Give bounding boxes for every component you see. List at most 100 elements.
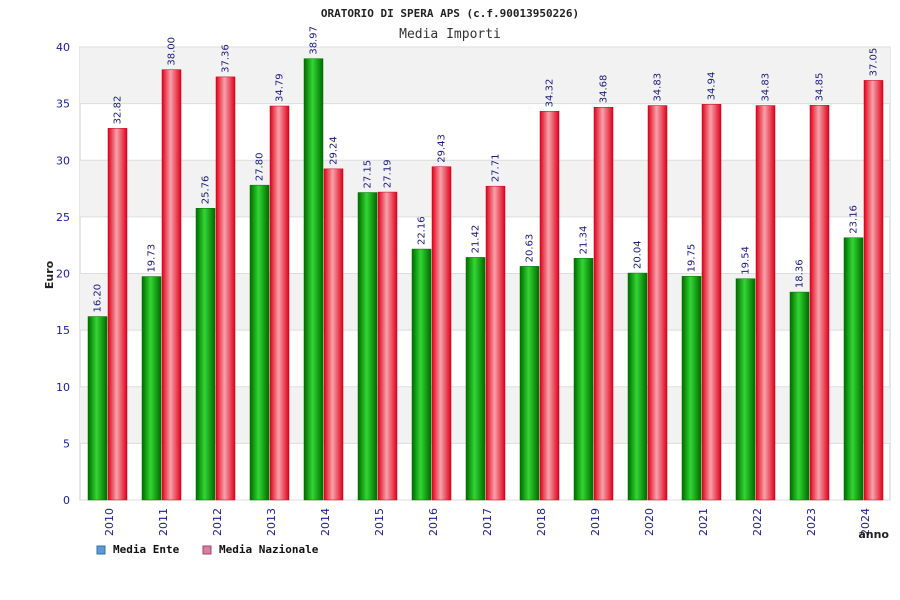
y-tick-label: 30 <box>56 154 70 167</box>
bar-media-ente <box>195 208 216 501</box>
bar-media-nazionale <box>755 105 776 501</box>
value-label-nazionale: 34.83 <box>653 73 664 102</box>
value-label-ente: 27.80 <box>255 153 266 182</box>
value-label-nazionale: 27.71 <box>491 154 502 183</box>
value-label-nazionale: 34.85 <box>815 73 826 102</box>
x-tick-label: 2021 <box>697 508 710 536</box>
value-label-nazionale: 29.24 <box>329 136 340 165</box>
bar-media-ente <box>357 192 378 501</box>
bar-media-ente <box>681 276 702 501</box>
y-tick-label: 40 <box>56 41 70 54</box>
value-label-ente: 27.15 <box>363 160 374 189</box>
legend-label-nazionale: Media Nazionale <box>219 543 319 556</box>
bar-media-nazionale <box>269 105 290 501</box>
x-tick-label: 2023 <box>805 508 818 536</box>
plot-band <box>80 47 890 104</box>
x-tick-label: 2019 <box>589 508 602 536</box>
value-labels-group: 16.20 32.82 19.73 38.00 25.76 37.36 27.80 34.79… <box>93 26 880 313</box>
y-tick-label: 15 <box>56 324 70 337</box>
y-tick-label: 25 <box>56 211 70 224</box>
value-label-ente: 18.36 <box>795 259 806 288</box>
value-label-ente: 38.97 <box>309 26 320 55</box>
bar-media-nazionale <box>539 111 560 501</box>
value-label-nazionale: 34.32 <box>545 79 556 108</box>
chart-subtitle: Media Importi <box>399 27 501 42</box>
bar-media-ente <box>465 257 486 501</box>
x-tick-label: 2011 <box>157 508 170 536</box>
y-tick-label: 35 <box>56 98 70 111</box>
x-tick-label: 2012 <box>211 508 224 536</box>
bar-media-nazionale <box>215 76 236 501</box>
x-tick-label: 2013 <box>265 508 278 536</box>
x-tick-label: 2018 <box>535 508 548 536</box>
bar-media-ente <box>627 272 648 501</box>
bars-group <box>87 58 884 501</box>
bar-media-ente <box>141 276 162 501</box>
bar-media-nazionale <box>647 105 668 501</box>
bar-media-ente <box>87 316 108 501</box>
y-tick-label: 5 <box>63 437 70 450</box>
bar-media-nazionale <box>701 104 722 501</box>
x-tick-label: 2016 <box>427 508 440 536</box>
value-label-ente: 20.63 <box>525 234 536 263</box>
x-tick-label: 2014 <box>319 508 332 536</box>
bar-media-nazionale <box>107 128 128 501</box>
bar-media-nazionale <box>377 191 398 501</box>
value-label-ente: 19.75 <box>687 244 698 273</box>
value-label-ente: 21.42 <box>471 225 482 254</box>
value-label-ente: 19.73 <box>147 244 158 273</box>
bar-media-nazionale <box>431 166 452 501</box>
value-label-nazionale: 29.43 <box>437 134 448 163</box>
bar-media-nazionale <box>863 80 884 501</box>
bar-media-ente <box>573 258 594 501</box>
value-label-ente: 23.16 <box>849 205 860 234</box>
x-tick-label: 2015 <box>373 508 386 536</box>
value-label-ente: 22.16 <box>417 216 428 245</box>
bar-media-ente <box>843 237 864 501</box>
x-tick-label: 2010 <box>103 508 116 536</box>
y-tick-label: 10 <box>56 381 70 394</box>
value-label-nazionale: 34.79 <box>275 73 286 102</box>
value-label-nazionale: 37.05 <box>869 48 880 77</box>
x-tick-label: 2017 <box>481 508 494 536</box>
value-label-nazionale: 37.36 <box>221 44 232 73</box>
bar-media-nazionale <box>161 69 182 501</box>
bar-media-nazionale <box>323 168 344 501</box>
legend-swatch-ente <box>96 545 106 555</box>
x-tick-label: 2022 <box>751 508 764 536</box>
x-tick-labels: 2010 2011 2012 2013 2014 2015 2016 2017 2018 2019… <box>103 508 872 536</box>
value-label-ente: 21.34 <box>579 226 590 255</box>
value-label-nazionale: 38.00 <box>167 37 178 66</box>
value-label-ente: 20.04 <box>633 240 644 269</box>
value-label-nazionale: 34.83 <box>761 73 772 102</box>
y-axis-label: Euro <box>43 260 56 289</box>
bar-media-ente <box>735 278 756 501</box>
legend-swatch-nazionale <box>202 545 212 555</box>
value-label-nazionale: 34.94 <box>707 72 718 101</box>
bar-media-nazionale <box>485 185 506 501</box>
legend-label-ente: Media Ente <box>113 543 180 556</box>
bar-media-ente <box>519 266 540 501</box>
bar-media-ente <box>789 291 810 501</box>
bar-media-ente <box>303 58 324 501</box>
plot-band <box>80 160 890 217</box>
y-tick-labels: 0 5 10 15 20 25 30 35 40 <box>56 41 70 507</box>
value-label-nazionale: 32.82 <box>113 96 124 125</box>
bar-media-nazionale <box>593 106 614 501</box>
x-tick-label: 2024 <box>859 508 872 536</box>
bar-media-nazionale <box>809 105 830 501</box>
x-tick-label: 2020 <box>643 508 656 536</box>
value-label-nazionale: 34.68 <box>599 75 610 104</box>
bar-media-ente <box>411 248 432 501</box>
value-label-ente: 25.76 <box>201 176 212 205</box>
x-axis-label: anno <box>858 528 889 541</box>
y-tick-label: 20 <box>56 268 70 281</box>
value-label-nazionale: 27.19 <box>383 159 394 188</box>
value-label-ente: 19.54 <box>741 246 752 275</box>
chart-title: ORATORIO DI SPERA APS (c.f.90013950226) <box>321 7 579 20</box>
value-label-ente: 16.20 <box>93 284 104 313</box>
bar-media-ente <box>249 184 270 501</box>
legend: Media Ente Media Nazionale <box>96 543 319 556</box>
y-tick-label: 0 <box>63 494 70 507</box>
